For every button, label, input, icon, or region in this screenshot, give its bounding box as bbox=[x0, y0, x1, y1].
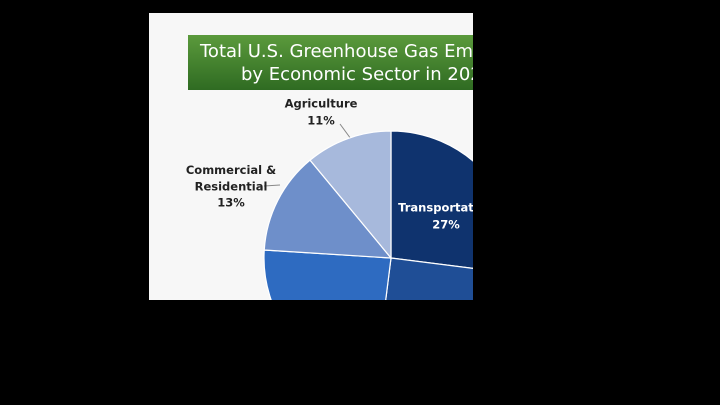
chart-panel: Total U.S. Greenhouse Gas Emissions by E… bbox=[149, 13, 534, 300]
chart-title: by Economic Sector in 2020 bbox=[241, 64, 493, 85]
title-box bbox=[188, 35, 473, 90]
value-label: 13% bbox=[217, 196, 245, 210]
category-label: Commercial & Residential bbox=[186, 163, 276, 194]
category-label: Transportation bbox=[398, 201, 494, 215]
leader-line bbox=[339, 123, 352, 140]
pie-slice bbox=[385, 257, 473, 300]
pie-slice bbox=[263, 159, 393, 259]
chart-title: Total U.S. Greenhouse Gas Emissions bbox=[199, 41, 534, 62]
value-label: 27% bbox=[432, 218, 460, 232]
pie-slice bbox=[263, 249, 392, 300]
pie-slice bbox=[390, 130, 473, 269]
value-label: 11% bbox=[307, 114, 335, 128]
category-label: Agriculture bbox=[285, 97, 358, 111]
pie-slice bbox=[309, 130, 392, 260]
leader-line bbox=[263, 184, 281, 187]
